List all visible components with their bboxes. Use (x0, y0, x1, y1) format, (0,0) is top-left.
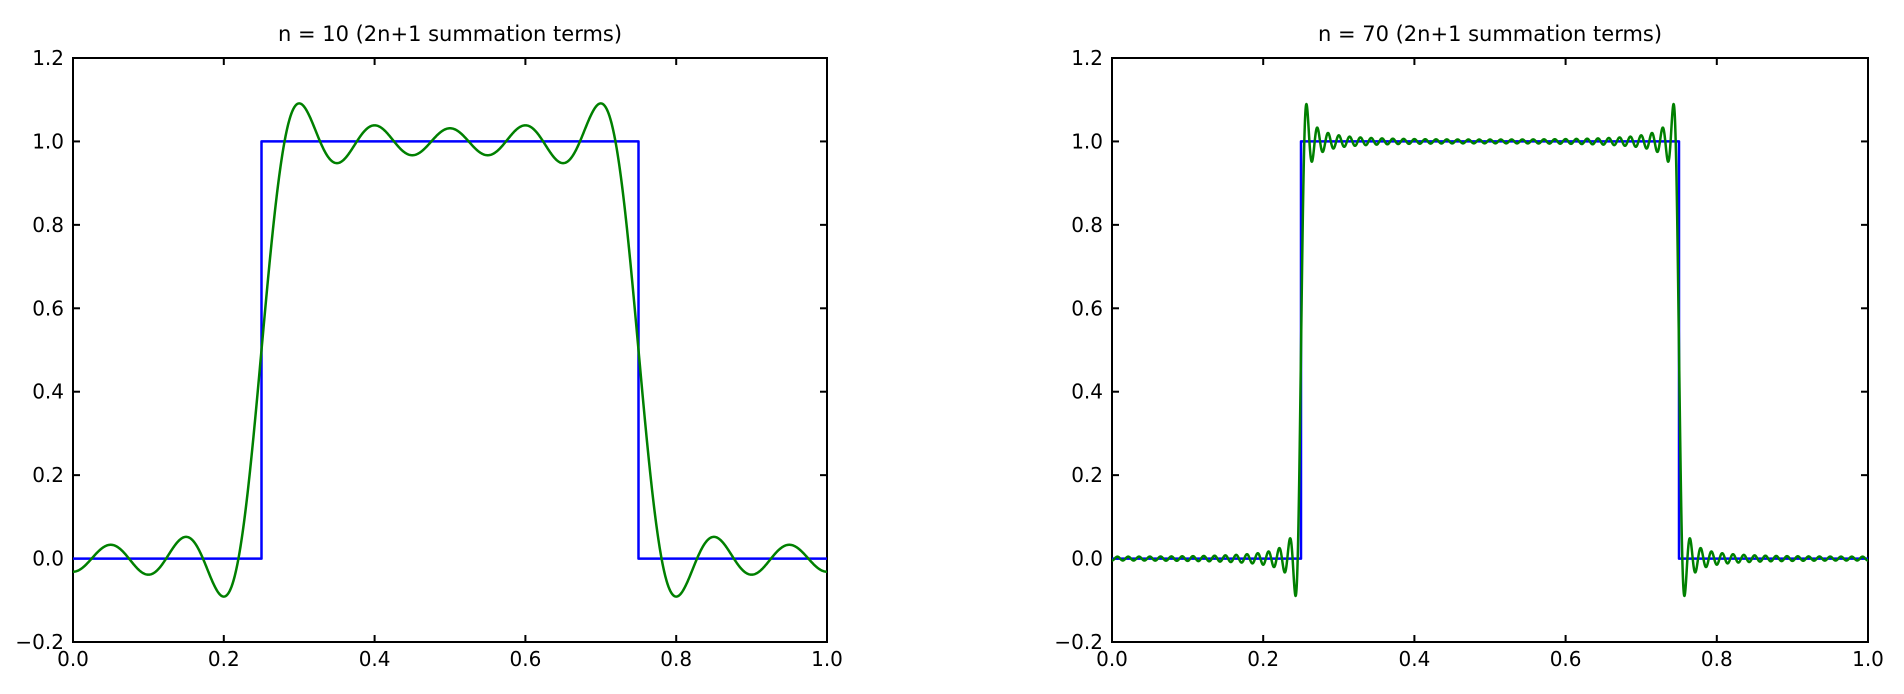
x-tick-label: 0.4 (359, 647, 391, 671)
x-tick-label: 0.6 (509, 647, 541, 671)
right-plot-title: n = 70 (2n+1 summation terms) (1317, 22, 1663, 46)
fourier-partial-sum-line (72, 102, 828, 598)
y-tick-label: −0.2 (1054, 630, 1103, 654)
y-tick-label: 0.0 (1071, 547, 1103, 571)
x-tick-label: 0.0 (57, 647, 89, 671)
subplot-2: 0.0 0.2 0.4 0.6 0.8 1.0−0.20.00.20.40.60.81.0… (1054, 46, 1883, 671)
square-wave-line (1112, 140, 1868, 560)
x-tick-label: 1.0 (1852, 647, 1884, 671)
x-tick-label: 0.4 (1398, 647, 1430, 671)
plot-frame (72, 57, 828, 643)
subplot-1: 0.0 0.2 0.4 0.6 0.8 1.0−0.20.00.20.40.60.81.0… (15, 46, 842, 671)
x-tick-label: 0.2 (1247, 647, 1279, 671)
y-tick-label: 0.6 (32, 296, 64, 320)
y-tick-label: 0.6 (1071, 296, 1103, 320)
y-tick-label: 0.2 (32, 463, 64, 487)
y-tick-label: 0.8 (1071, 213, 1103, 237)
plot-frame (1111, 57, 1869, 643)
y-tick-label: 1.0 (32, 129, 64, 153)
y-tick-label: −0.2 (15, 630, 64, 654)
y-tick-label: 0.4 (32, 380, 64, 404)
y-tick-label: 1.2 (32, 46, 64, 70)
y-tick-label: 1.2 (1071, 46, 1103, 70)
y-tick-label: 0.8 (32, 213, 64, 237)
x-tick-label: 0.2 (208, 647, 240, 671)
y-tick-label: 1.0 (1071, 129, 1103, 153)
y-tick-label: 0.0 (32, 547, 64, 571)
x-tick-label: 0.8 (1701, 647, 1733, 671)
x-tick-label: 0.8 (660, 647, 692, 671)
y-tick-label: 0.4 (1071, 380, 1103, 404)
y-tick-label: 0.2 (1071, 463, 1103, 487)
x-tick-label: 0.6 (1550, 647, 1582, 671)
square-wave-line (73, 140, 827, 560)
fourier-partial-sum-line (1110, 102, 1870, 598)
x-tick-label: 1.0 (811, 647, 843, 671)
x-tick-label: 0.0 (1096, 647, 1128, 671)
left-plot-title: n = 10 (2n+1 summation terms) (277, 22, 623, 46)
